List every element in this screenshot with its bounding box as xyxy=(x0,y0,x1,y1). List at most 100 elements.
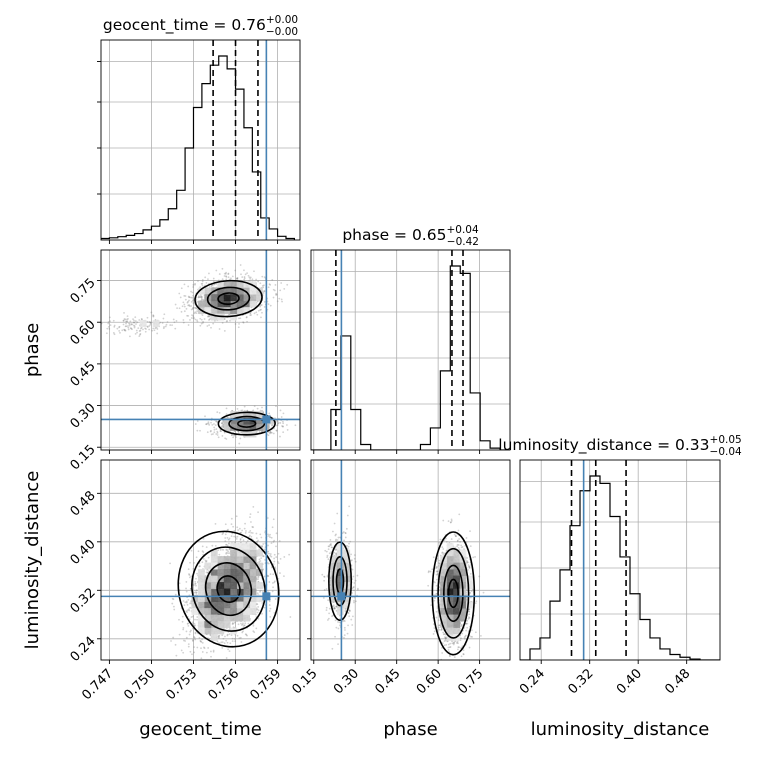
density-cell xyxy=(230,294,238,302)
scatter-point xyxy=(189,602,191,605)
scatter-point xyxy=(228,633,231,636)
scatter-point xyxy=(99,325,101,327)
scatter-point xyxy=(196,319,198,321)
scatter-point xyxy=(187,598,190,601)
scatter-point xyxy=(138,330,141,332)
scatter-point xyxy=(172,636,175,639)
scatter-point xyxy=(205,281,208,284)
scatter-point xyxy=(245,316,248,318)
scatter-point xyxy=(194,283,196,286)
scatter-point xyxy=(260,304,263,306)
scatter-point xyxy=(199,639,202,642)
scatter-point xyxy=(257,511,259,514)
scatter-point xyxy=(195,589,198,592)
scatter-point xyxy=(188,574,191,576)
scatter-point xyxy=(205,571,208,574)
scatter-point xyxy=(144,330,147,333)
scatter-point xyxy=(226,319,228,322)
scatter-point xyxy=(269,533,271,536)
scatter-point xyxy=(249,530,252,532)
scatter-point xyxy=(269,432,271,435)
scatter-point xyxy=(173,321,176,324)
scatter-point xyxy=(174,643,177,646)
scatter-point xyxy=(156,328,159,330)
scatter-point xyxy=(267,575,270,577)
scatter-point xyxy=(140,326,143,329)
scatter-point xyxy=(232,434,235,437)
scatter-point xyxy=(134,332,137,335)
scatter-point xyxy=(282,431,285,434)
scatter-point xyxy=(182,628,185,631)
scatter-point xyxy=(233,529,236,532)
scatter-point xyxy=(279,557,282,560)
scatter-point xyxy=(268,600,271,603)
scatter-point xyxy=(238,442,241,445)
scatter-point xyxy=(256,407,259,410)
y-tick-label: 0.45 xyxy=(68,359,99,390)
scatter-point xyxy=(215,433,218,435)
scatter-point xyxy=(190,301,193,303)
scatter-point xyxy=(227,273,230,275)
scatter-point xyxy=(191,314,193,316)
scatter-point xyxy=(221,422,223,425)
scatter-point xyxy=(257,576,259,578)
scatter-point xyxy=(238,527,241,530)
scatter-point xyxy=(187,608,190,611)
scatter-point xyxy=(285,424,288,426)
density-cell xyxy=(204,300,212,308)
scatter-point xyxy=(171,597,174,600)
scatter-point xyxy=(199,296,202,299)
scatter-point xyxy=(260,557,263,560)
scatter-point xyxy=(230,434,233,437)
scatter-point xyxy=(123,329,126,332)
scatter-point xyxy=(216,432,219,434)
scatter-point xyxy=(258,558,261,561)
scatter-point xyxy=(278,297,281,300)
scatter-point xyxy=(263,290,266,293)
scatter-point xyxy=(230,523,233,526)
scatter-point xyxy=(237,432,240,435)
scatter-point xyxy=(134,320,137,322)
scatter-point xyxy=(225,413,228,416)
scatter-point xyxy=(149,322,152,324)
scatter-point xyxy=(208,315,210,317)
scatter-point xyxy=(215,428,218,430)
scatter-point xyxy=(201,314,204,317)
scatter-point xyxy=(262,291,265,294)
panel-content xyxy=(101,460,300,660)
scatter-point xyxy=(128,322,130,325)
scatter-point xyxy=(273,539,276,542)
scatter-point xyxy=(207,422,210,425)
scatter-point xyxy=(183,310,186,313)
scatter-point xyxy=(246,272,248,275)
scatter-point xyxy=(155,326,158,329)
scatter-point xyxy=(244,273,247,276)
scatter-point xyxy=(188,633,191,636)
scatter-point xyxy=(279,422,282,424)
scatter-point xyxy=(186,301,189,304)
scatter-point xyxy=(269,615,272,618)
scatter-point xyxy=(227,528,229,531)
scatter-point xyxy=(195,307,198,309)
scatter-point xyxy=(216,430,219,433)
scatter-point xyxy=(272,518,275,521)
density-cell xyxy=(217,300,225,308)
scatter-point xyxy=(187,324,190,326)
scatter-point xyxy=(205,560,207,563)
x-tick-label: 0.24 xyxy=(517,666,548,697)
density-cell xyxy=(236,294,244,302)
scatter-point xyxy=(188,618,191,621)
scatter-point xyxy=(193,636,196,638)
scatter-point xyxy=(210,421,212,424)
density-cell xyxy=(243,411,251,418)
scatter-point xyxy=(267,303,270,306)
scatter-point xyxy=(242,630,244,633)
scatter-point xyxy=(259,533,262,536)
density-cell xyxy=(204,287,212,295)
scatter-point xyxy=(105,332,108,335)
scatter-point xyxy=(172,598,175,601)
density-cell xyxy=(217,307,225,315)
scatter-point xyxy=(239,317,242,320)
scatter-point xyxy=(234,323,237,325)
